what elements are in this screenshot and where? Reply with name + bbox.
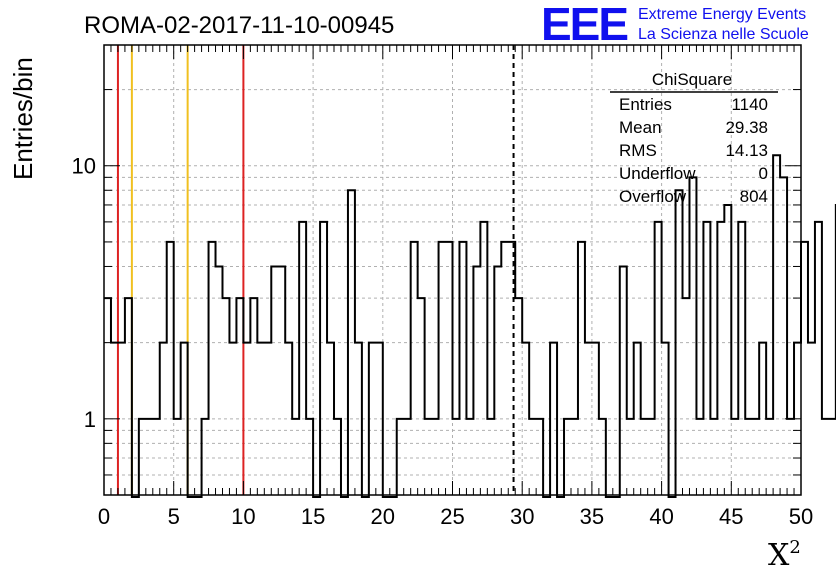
axis-ticks bbox=[103, 45, 802, 495]
logo-line-2: La Scienza nelle Scuole bbox=[638, 26, 809, 43]
stats-value: 29.38 bbox=[725, 118, 768, 137]
chart-title: ROMA-02-2017-11-10-00945 bbox=[84, 12, 394, 39]
x-axis-label-superscript: 2 bbox=[789, 537, 800, 558]
x-tick-label: 10 bbox=[231, 504, 255, 529]
x-tick-label: 25 bbox=[440, 504, 464, 529]
stats-value: 14.13 bbox=[725, 141, 768, 160]
x-tick-label: 0 bbox=[98, 504, 110, 529]
y-tick-label: 10 bbox=[72, 154, 96, 179]
eee-logo: EEE Extreme Energy Events La Scienza nel… bbox=[541, 0, 809, 50]
x-tick-label: 15 bbox=[301, 504, 325, 529]
x-tick-label: 50 bbox=[789, 504, 813, 529]
logo-mark: EEE bbox=[541, 0, 627, 50]
y-axis-label: Entries/bin bbox=[8, 57, 38, 180]
stats-label: Underflow bbox=[619, 164, 696, 183]
logo-line-1: Extreme Energy Events bbox=[638, 6, 806, 23]
y-tick-label: 1 bbox=[84, 407, 96, 432]
histogram-outline bbox=[104, 154, 836, 498]
stats-title: ChiSquare bbox=[652, 70, 732, 89]
x-axis-label: X2 bbox=[768, 537, 801, 572]
x-tick-label: 40 bbox=[649, 504, 673, 529]
x-tick-label: 20 bbox=[371, 504, 395, 529]
marker-lines bbox=[116, 45, 515, 495]
x-tick-label: 35 bbox=[580, 504, 604, 529]
x-tick-label: 5 bbox=[168, 504, 180, 529]
stats-box: ChiSquare Entries 1140 Mean 29.38 RMS 14… bbox=[610, 70, 778, 206]
y-tick-labels: 1 10 bbox=[72, 154, 96, 432]
stats-label: Overflow bbox=[619, 187, 687, 206]
x-tick-label: 45 bbox=[719, 504, 743, 529]
stats-label: RMS bbox=[619, 141, 657, 160]
stats-label: Entries bbox=[619, 95, 672, 114]
x-axis-label-base: X bbox=[768, 538, 790, 572]
x-tick-label: 30 bbox=[510, 504, 534, 529]
stats-value: 0 bbox=[759, 164, 768, 183]
stats-label: Mean bbox=[619, 118, 662, 137]
stats-value: 1140 bbox=[731, 95, 768, 114]
x-tick-labels: 0 5 10 15 20 25 30 35 40 45 50 bbox=[98, 504, 813, 529]
stats-value: 804 bbox=[740, 187, 768, 206]
